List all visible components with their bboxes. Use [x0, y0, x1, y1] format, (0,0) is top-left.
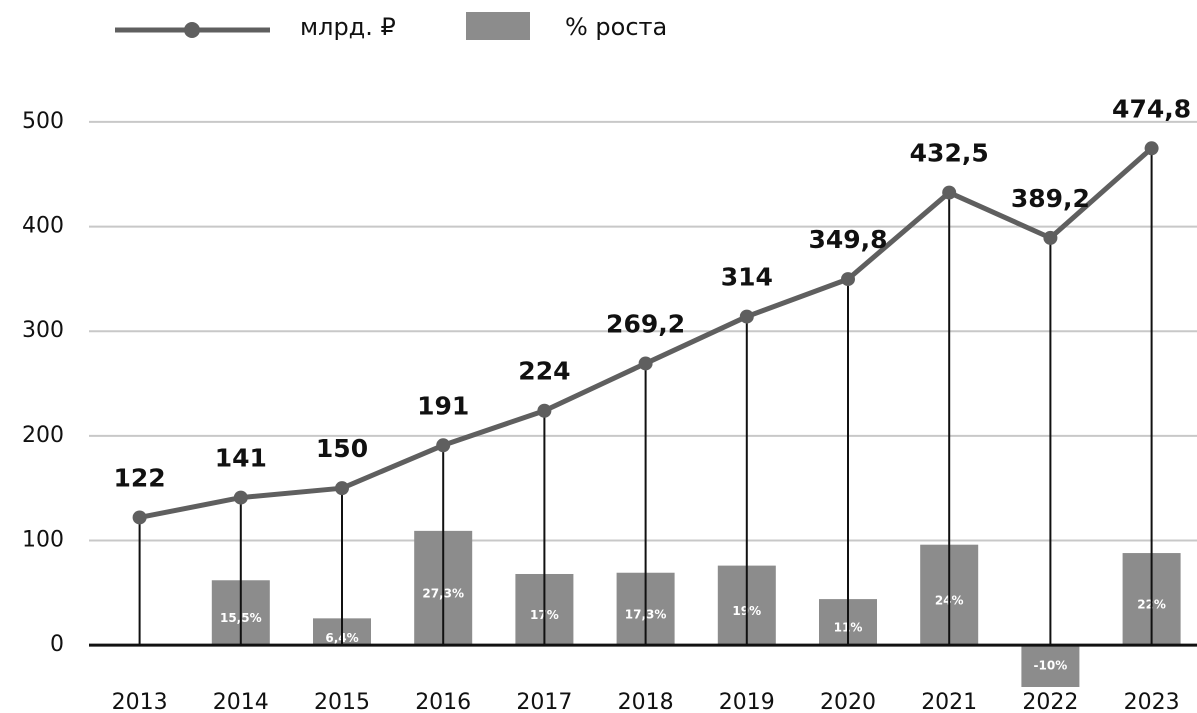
- value-label: 349,8: [808, 225, 887, 254]
- y-tick-label: 0: [50, 632, 64, 657]
- legend-marker: [184, 22, 200, 38]
- x-tick-label: 2019: [719, 690, 775, 713]
- line-point: [537, 403, 552, 418]
- x-tick-label: 2017: [516, 690, 572, 713]
- x-tick-label: 2013: [112, 690, 168, 713]
- value-label: 224: [518, 357, 570, 386]
- line-point: [841, 272, 855, 287]
- value-label: 389,2: [1011, 184, 1090, 213]
- line-point: [739, 309, 754, 324]
- y-tick-label: 400: [22, 214, 64, 239]
- value-label: 191: [417, 391, 469, 420]
- value-label: 269,2: [606, 309, 685, 338]
- line-point: [1144, 141, 1159, 156]
- y-tick-label: 300: [22, 318, 64, 343]
- x-tick-label: 2023: [1124, 690, 1180, 713]
- line-point: [233, 490, 248, 505]
- line-point: [638, 356, 653, 371]
- line-point: [335, 481, 349, 496]
- y-tick-label: 100: [22, 528, 64, 553]
- value-label: 432,5: [910, 139, 989, 168]
- x-tick-label: 2014: [213, 690, 269, 713]
- x-tick-label: 2016: [415, 690, 471, 713]
- value-label: 150: [316, 434, 368, 463]
- x-tick-label: 2015: [314, 690, 370, 713]
- value-label: 141: [215, 444, 267, 473]
- value-label: 122: [114, 463, 166, 492]
- x-tick-label: 2021: [921, 690, 977, 713]
- legend-swatch: [466, 12, 530, 40]
- x-tick-label: 2020: [820, 690, 876, 713]
- x-tick-label: 2022: [1022, 690, 1078, 713]
- bar: [1021, 645, 1080, 687]
- line-point: [942, 185, 957, 200]
- line-point: [436, 438, 451, 453]
- bar-label: -10%: [1034, 659, 1068, 673]
- y-tick-label: 500: [22, 109, 64, 134]
- y-tick-label: 200: [22, 423, 64, 448]
- value-label: 474,8: [1112, 94, 1191, 123]
- legend-label: млрд. ₽: [300, 13, 396, 41]
- line-point: [1043, 230, 1058, 245]
- legend-label: % роста: [565, 13, 667, 41]
- x-tick-label: 2018: [618, 690, 674, 713]
- line-point: [132, 510, 147, 525]
- value-label: 314: [721, 263, 773, 292]
